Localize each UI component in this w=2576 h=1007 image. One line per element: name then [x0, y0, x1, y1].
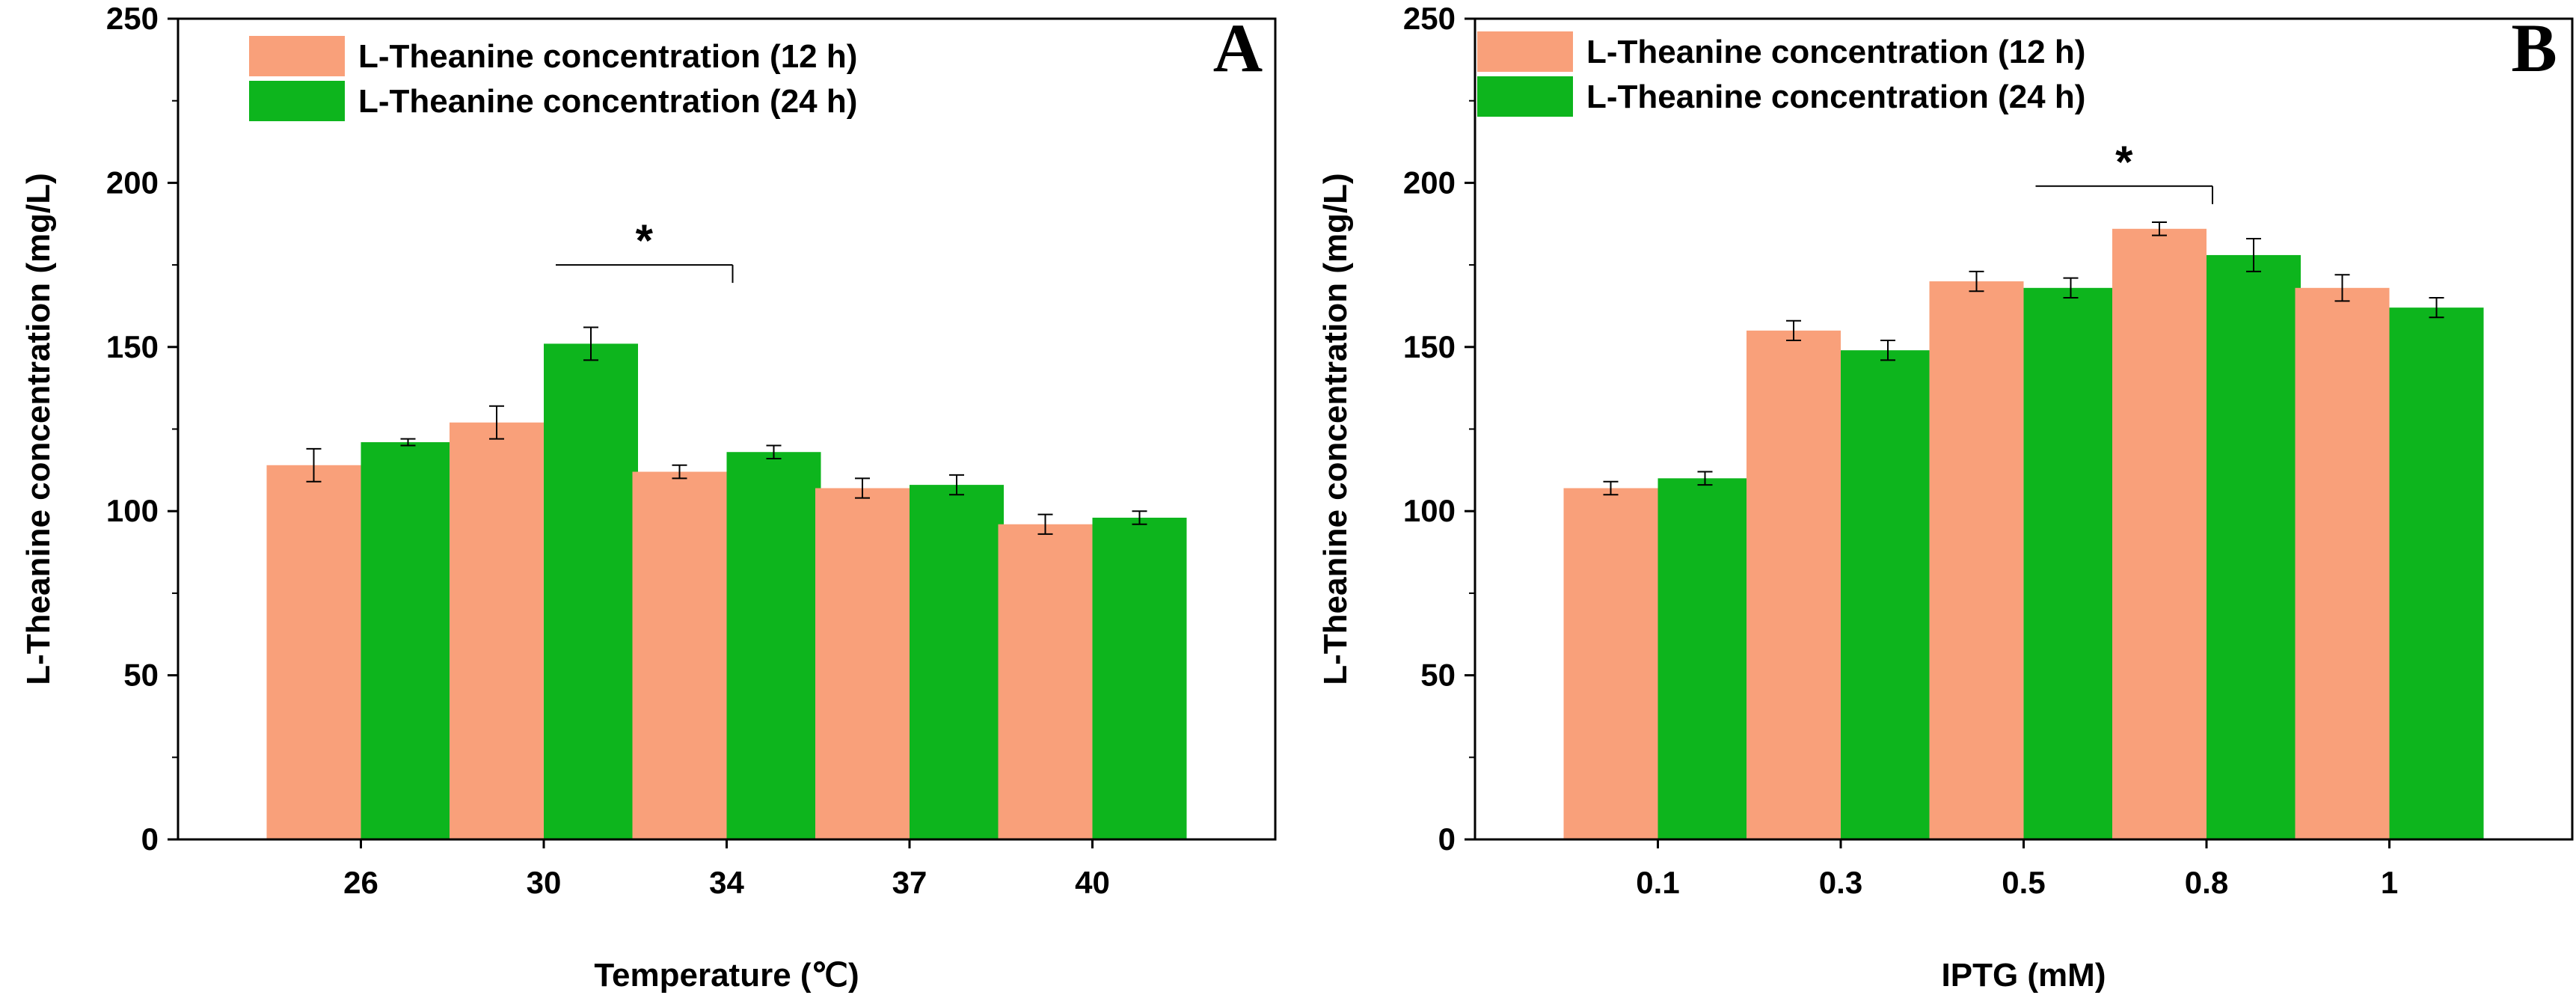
- bar-a-24h-34: [726, 452, 821, 839]
- x-tick-label: 30: [527, 865, 562, 900]
- significance-bracket: *: [556, 215, 734, 284]
- bar-a-24h-26: [361, 442, 456, 839]
- panel-b: 0.1 0.3 0.5 0.8 1 * 0 50 100 150 200 250 L-Theanine …: [1317, 1, 2574, 994]
- panel-letter: B: [2511, 10, 2557, 86]
- y-tick-label: 250: [1403, 1, 1456, 36]
- error-bar: [1037, 513, 1053, 535]
- y-tick-label: 200: [1403, 165, 1456, 200]
- legend-label-12h: L-Theanine concentration (12 h): [358, 38, 857, 75]
- x-axis-label: IPTG (mM): [1942, 957, 2106, 994]
- x-tick-label: 37: [892, 865, 927, 900]
- error-bar: [766, 444, 782, 459]
- error-bar: [672, 464, 687, 480]
- significance-star: *: [2115, 137, 2133, 187]
- error-bar: [1880, 340, 1895, 361]
- significance-bracket: *: [2035, 137, 2213, 204]
- error-bar: [583, 326, 598, 361]
- bar-b-24h-0.3: [1841, 350, 1935, 839]
- legend-label-24h: L-Theanine concentration (24 h): [358, 83, 857, 120]
- bar-a-12h-34: [632, 471, 727, 839]
- legend-label-24h: L-Theanine concentration (24 h): [1586, 79, 2085, 115]
- error-bar: [400, 438, 416, 447]
- bar-a-12h-30: [450, 422, 544, 839]
- x-tick-label: 0.8: [2185, 865, 2228, 900]
- bar-a-24h-37: [910, 485, 1004, 839]
- legend-swatch-12h: [1477, 31, 1573, 72]
- bar-b-24h-1: [2389, 307, 2484, 839]
- x-tick-label: 0.3: [1819, 865, 1862, 900]
- x-tick-label: 40: [1075, 865, 1110, 900]
- significance-star: *: [636, 215, 654, 266]
- y-tick-label: 200: [106, 165, 159, 200]
- y-tick-label: 150: [106, 329, 159, 364]
- bar-b-12h-0.8: [2112, 228, 2207, 839]
- legend: L-Theanine concentration (12 h) L-Theanin…: [1477, 31, 2085, 117]
- error-bar: [1697, 471, 1713, 486]
- bar-b-12h-0.1: [1563, 488, 1658, 839]
- error-bar: [855, 477, 870, 499]
- legend-swatch-24h: [1477, 76, 1573, 117]
- y-tick-label: 50: [1420, 658, 1456, 693]
- error-bar: [1786, 319, 1801, 342]
- error-bar: [2063, 277, 2079, 299]
- bar-b-12h-0.3: [1747, 330, 1841, 839]
- error-bar: [949, 474, 964, 496]
- bar-a-12h-26: [266, 465, 361, 839]
- y-tick-label: 0: [1438, 821, 1456, 857]
- y-tick-label: 150: [1403, 329, 1456, 364]
- panel-a: 26 30 34 37 40 * 0 50 100 150 200 250 L-Theanine con…: [20, 1, 1277, 994]
- panel-letter: A: [1213, 10, 1263, 86]
- legend: L-Theanine concentration (12 h) L-Theanin…: [249, 36, 857, 121]
- x-tick-label: 1: [2381, 865, 2398, 900]
- x-tick-label: 0.1: [1636, 865, 1679, 900]
- error-bar: [2152, 221, 2167, 236]
- legend-label-12h: L-Theanine concentration (12 h): [1586, 34, 2085, 70]
- y-tick-label: 50: [123, 658, 159, 693]
- bar-b-24h-0.1: [1657, 478, 1752, 839]
- legend-swatch-24h: [249, 81, 345, 121]
- bar-b-24h-0.8: [2207, 254, 2301, 839]
- error-bar: [1132, 510, 1147, 525]
- error-bar: [1969, 270, 1984, 293]
- y-axis-label: L-Theanine concentration (mg/L): [20, 173, 57, 685]
- bar-b-12h-0.5: [1929, 281, 2024, 839]
- error-bar: [306, 447, 322, 483]
- error-bar: [2429, 296, 2444, 319]
- bar-a-24h-40: [1092, 517, 1187, 839]
- y-tick-label: 0: [141, 821, 159, 857]
- y-tick-label: 250: [106, 1, 159, 36]
- y-tick-label: 100: [106, 493, 159, 528]
- error-bar: [489, 405, 504, 440]
- bar-a-12h-40: [998, 524, 1093, 839]
- y-tick-label: 100: [1403, 493, 1456, 528]
- y-axis-label: L-Theanine concentration (mg/L): [1317, 173, 1354, 685]
- bar-b-24h-0.5: [2023, 287, 2118, 839]
- x-axis-label: Temperature (℃): [594, 957, 859, 994]
- bar-a-24h-30: [544, 343, 638, 839]
- bar-a-12h-37: [815, 488, 910, 839]
- x-tick-label: 26: [343, 865, 378, 900]
- x-tick-label: 0.5: [2002, 865, 2045, 900]
- error-bar: [1603, 480, 1619, 496]
- legend-swatch-12h: [249, 36, 345, 76]
- x-tick-label: 34: [709, 865, 744, 900]
- error-bar: [2246, 237, 2261, 272]
- bar-b-12h-1: [2295, 287, 2390, 839]
- error-bar: [2334, 274, 2350, 302]
